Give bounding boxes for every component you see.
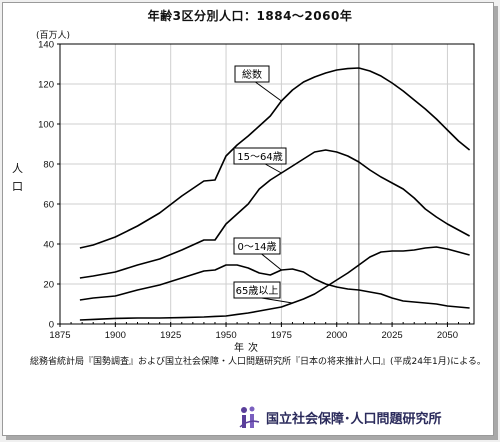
x-tick-label: 2050 <box>437 330 458 341</box>
y-tick-label: 140 <box>38 40 54 51</box>
organization-name: 国立社会保障･人口問題研究所 <box>266 411 442 427</box>
x-tick-label: 1900 <box>105 330 126 341</box>
chart-title: 年齢3区分別人口：1884～2060年 <box>147 9 353 23</box>
source-note: 総務省統計局『国勢調査』および国立社会保障・人口問題研究所『日本の将来推計人口』… <box>30 357 486 367</box>
series-line <box>79 264 470 309</box>
label-box <box>233 147 287 165</box>
y-tick-label: 40 <box>43 240 54 251</box>
y-axis-label: 口 <box>12 180 23 193</box>
series-label: 15～64歳 <box>237 151 282 163</box>
organization-logo: 国立社会保障･人口問題研究所 <box>238 402 442 432</box>
label-box <box>233 237 281 255</box>
x-tick-label: 1925 <box>160 330 181 341</box>
y-tick-label: 60 <box>43 200 54 211</box>
series-labels: 総数 15～64歳 0～14歳 65歳以上 <box>233 65 293 304</box>
x-tick-label: 1875 <box>49 330 70 341</box>
series-label: 0～14歳 <box>237 241 276 253</box>
series-lines <box>79 67 471 321</box>
series-line <box>79 246 470 321</box>
label-leader <box>261 253 282 271</box>
x-axis-label: 年次 <box>234 341 262 354</box>
plot-border <box>59 43 475 325</box>
y-tick-label: 80 <box>43 160 54 171</box>
ipss-logo-icon <box>239 406 260 428</box>
series-label: 65歳以上 <box>236 285 279 297</box>
label-leader <box>261 297 293 304</box>
y-tick-label: 20 <box>43 280 54 291</box>
axes: 0 20 40 60 80 100 120 140 1875 1900 1925 1950 1975 20… <box>12 30 475 354</box>
y-unit-label: (百万人) <box>36 30 70 41</box>
x-tick-label: 2000 <box>326 330 347 341</box>
label-box <box>233 281 281 299</box>
series-label: 総数 <box>242 68 262 81</box>
y-tick-label: 120 <box>38 80 54 91</box>
label-leader <box>264 163 282 174</box>
x-tick-label: 1950 <box>215 330 236 341</box>
y-axis-label: 人 <box>12 162 23 175</box>
y-tick-label: 0 <box>49 320 54 331</box>
gridlines <box>60 44 474 324</box>
series-line <box>79 149 470 279</box>
y-tick-label: 100 <box>38 120 54 131</box>
x-tick-label: 1975 <box>271 330 292 341</box>
label-leader <box>255 81 282 102</box>
label-box <box>234 65 270 83</box>
series-line <box>79 67 471 249</box>
x-tick-label: 2025 <box>382 330 403 341</box>
